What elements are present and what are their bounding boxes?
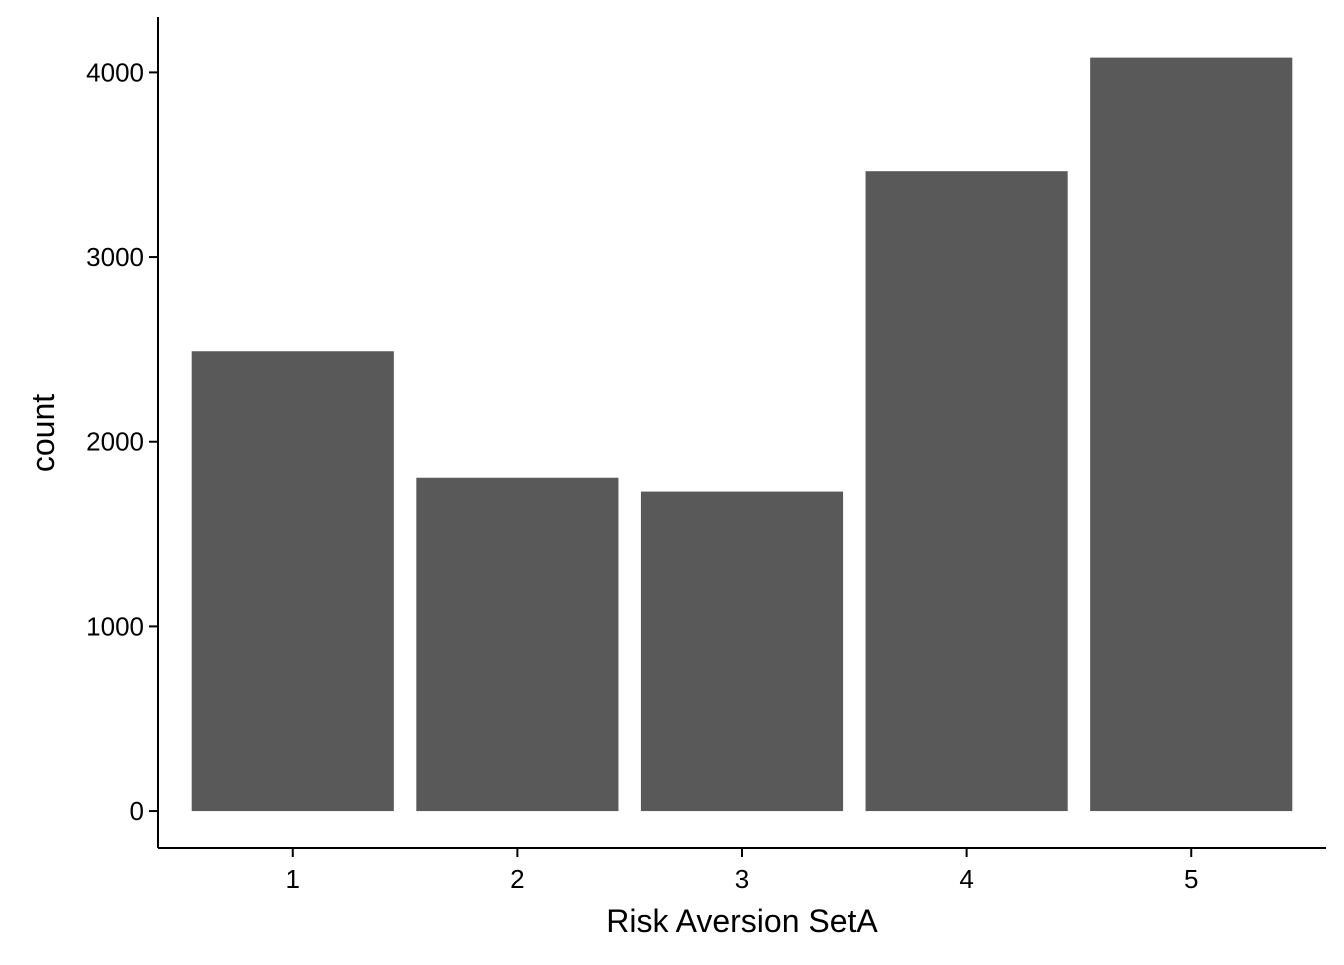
y-tick-label: 3000 — [86, 242, 144, 272]
y-tick-label: 0 — [130, 796, 144, 826]
y-tick-label: 1000 — [86, 611, 144, 641]
y-ticks-layer: 0 1000 2000 3000 4000 — [86, 57, 158, 826]
bar-1 — [191, 351, 394, 812]
x-axis-title: Risk Aversion SetA — [606, 903, 878, 939]
x-ticks-layer: 1 2 3 4 5 — [286, 848, 1198, 894]
bar-4 — [865, 171, 1068, 812]
y-tick-label: 2000 — [86, 427, 144, 457]
bar-2 — [416, 477, 619, 812]
x-tick-label: 1 — [286, 864, 300, 894]
x-tick-label: 2 — [510, 864, 524, 894]
bars-layer — [191, 57, 1293, 812]
x-tick-label: 4 — [959, 864, 973, 894]
y-axis-title: count — [25, 394, 61, 472]
y-tick-label: 4000 — [86, 57, 144, 87]
bar-3 — [640, 491, 844, 812]
x-tick-label: 5 — [1184, 864, 1198, 894]
bar-5 — [1090, 57, 1293, 812]
x-tick-label: 3 — [735, 864, 749, 894]
